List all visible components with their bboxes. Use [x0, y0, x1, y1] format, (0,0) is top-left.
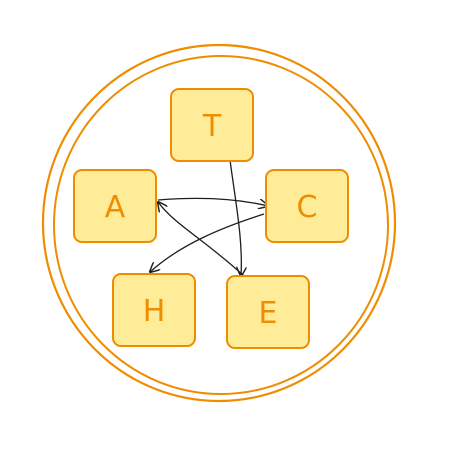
node-A: A [73, 169, 157, 243]
outer-ring-group [41, 43, 397, 403]
outer-ring [41, 43, 397, 403]
nodes-group: T A C H E [73, 88, 349, 349]
node-label-C: C [297, 190, 318, 225]
node-label-H: H [143, 294, 166, 329]
edge-C-to-H [150, 213, 265, 272]
edge-A-to-C [157, 197, 268, 206]
node-H: H [112, 273, 196, 347]
edges-group [150, 159, 268, 277]
edge-E-to-A [158, 202, 245, 277]
node-T: T [170, 88, 254, 162]
node-label-E: E [259, 296, 278, 331]
node-E: E [226, 275, 310, 349]
inner-ring [53, 55, 389, 395]
node-label-T: T [202, 109, 222, 144]
node-C: C [265, 169, 349, 243]
node-label-A: A [105, 190, 126, 225]
edge-T-to-E [229, 159, 241, 276]
